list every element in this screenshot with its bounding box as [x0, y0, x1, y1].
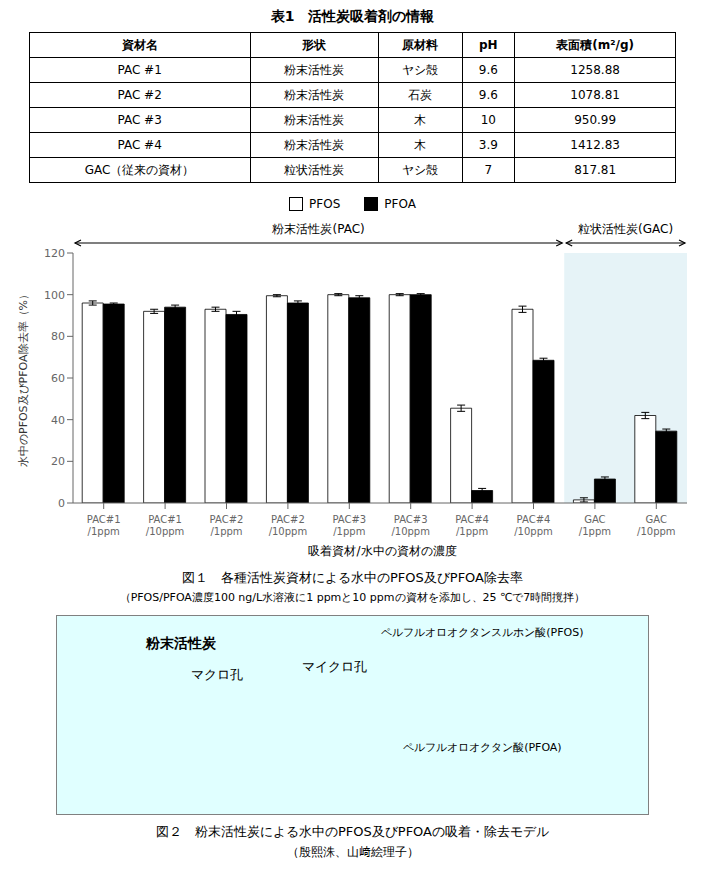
html-text:PAC #1: PAC #1	[117, 63, 162, 77]
svg-text:GAC/10ppm: GAC/10ppm	[637, 514, 676, 537]
html-text:粉末活性炭: 粉末活性炭	[284, 112, 345, 127]
html-text:木: 木	[414, 112, 427, 127]
html-text:PFOA: PFOA	[384, 197, 416, 211]
html-text:粉末活性炭: 粉末活性炭	[146, 634, 217, 651]
html-text:図２ 粉末活性炭による水中のPFOS及びPFOAの吸着・除去: 図２ 粉末活性炭による水中のPFOS及びPFOAの吸着・除去モデル	[156, 824, 549, 839]
html-text:9.6: 9.6	[478, 88, 498, 102]
svg-text:60: 60	[51, 372, 65, 385]
html-text:pH: pH	[479, 38, 498, 52]
html-text:3.9: 3.9	[478, 138, 498, 152]
html-text:PAC #2: PAC #2	[117, 88, 162, 102]
html-text:ヤシ殻: ヤシ殻	[402, 62, 439, 77]
svg-text:PAC#3/10ppm: PAC#3/10ppm	[391, 514, 430, 537]
svg-text:20: 20	[51, 455, 65, 468]
html-text:形状: 形状	[302, 37, 327, 52]
html-text:図１ 各種活性炭資材による水中のPFOS及びPFOA除去率: 図１ 各種活性炭資材による水中のPFOS及びPFOA除去率	[182, 570, 523, 585]
html-text:粉末活性炭: 粉末活性炭	[284, 137, 345, 152]
svg-text:粒状活性炭(GAC): 粒状活性炭(GAC)	[578, 222, 673, 236]
html-text:粉末活性炭: 粉末活性炭	[284, 62, 345, 77]
svg-text:PAC#1/1ppm: PAC#1/1ppm	[87, 514, 121, 537]
html-text:木: 木	[414, 137, 427, 152]
html-text:9.6: 9.6	[478, 63, 498, 77]
html-text:資材名: 資材名	[121, 37, 158, 52]
svg-text:GAC/1ppm: GAC/1ppm	[579, 514, 611, 537]
html-text:（殷熙洙、山﨑絵理子）: （殷熙洙、山﨑絵理子）	[286, 845, 419, 859]
html-text:表1 活性炭吸着剤の情報: 表1 活性炭吸着剤の情報	[270, 8, 435, 24]
html-text:GAC（従来の資材）: GAC（従来の資材）	[84, 162, 195, 177]
html-text:PAC #4: PAC #4	[117, 138, 162, 152]
html-text:1258.88: 1258.88	[570, 63, 620, 77]
html-text:マイクロ孔: マイクロ孔	[302, 659, 368, 675]
svg-text:0: 0	[58, 497, 65, 510]
html-text:ペルフルオロオクタン酸(PFOA): ペルフルオロオクタン酸(PFOA)	[403, 740, 562, 754]
html-text:ヤシ殻: ヤシ殻	[402, 162, 439, 177]
html-text:1412.83: 1412.83	[570, 138, 620, 152]
html-text:817.81: 817.81	[574, 163, 617, 177]
svg-text:PAC#2/1ppm: PAC#2/1ppm	[210, 514, 244, 537]
html-text:原材料: 原材料	[402, 37, 439, 52]
html-text:10: 10	[480, 113, 496, 127]
html-text:粒状活性炭: 粒状活性炭	[284, 162, 345, 177]
html-text:7: 7	[484, 163, 493, 177]
html-text:ペルフルオロオクタンスルホン酸(PFOS): ペルフルオロオクタンスルホン酸(PFOS)	[381, 625, 584, 639]
html-text:粉末活性炭: 粉末活性炭	[284, 87, 345, 102]
html-text:マクロ孔: マクロ孔	[190, 667, 243, 683]
html-text:PFOS: PFOS	[309, 197, 341, 211]
html-text:（PFOS/PFOA濃度100 ng/L水溶液に1 ppmと: （PFOS/PFOA濃度100 ng/L水溶液に1 ppmと10 ppmの資材を…	[119, 591, 586, 604]
svg-text:40: 40	[51, 414, 65, 427]
svg-text:PAC#3/1ppm: PAC#3/1ppm	[332, 514, 366, 537]
html-text:吸着資材/水中の資材の濃度: 吸着資材/水中の資材の濃度	[308, 544, 457, 558]
svg-text:水中のPFOS及びPFOA除去率（%）: 水中のPFOS及びPFOA除去率（%）	[17, 289, 30, 467]
svg-text:PAC#4/10ppm: PAC#4/10ppm	[514, 514, 553, 537]
html-text:PAC #3: PAC #3	[117, 113, 162, 127]
svg-text:PAC#2/10ppm: PAC#2/10ppm	[269, 514, 308, 537]
html-text:1078.81: 1078.81	[570, 88, 620, 102]
svg-text:100: 100	[44, 289, 65, 302]
svg-text:PAC#1/10ppm: PAC#1/10ppm	[146, 514, 185, 537]
svg-text:120: 120	[44, 247, 65, 260]
svg-text:80: 80	[51, 330, 65, 343]
html-text:石炭: 石炭	[408, 87, 433, 102]
svg-text:PAC#4/1ppm: PAC#4/1ppm	[455, 514, 489, 537]
svg-text:粉末活性炭(PAC): 粉末活性炭(PAC)	[272, 222, 364, 236]
html-text:表面積(m²/g): 表面積(m²/g)	[556, 37, 634, 52]
html-text:950.99: 950.99	[574, 113, 617, 127]
